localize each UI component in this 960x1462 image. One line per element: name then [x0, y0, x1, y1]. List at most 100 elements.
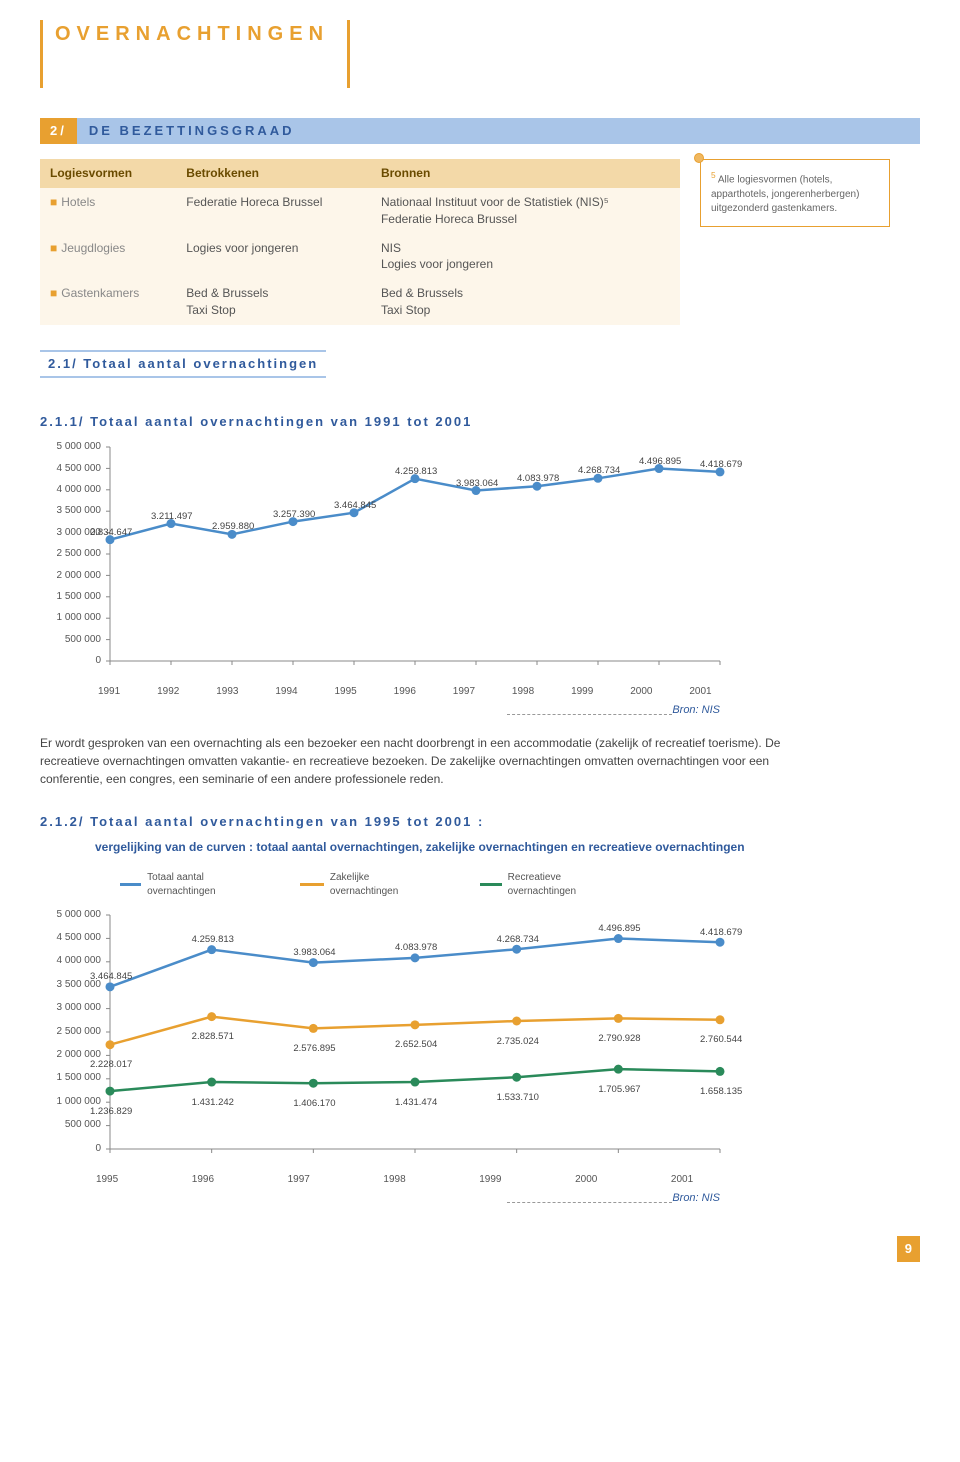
- y-axis-label: 3 000 000: [57, 1001, 102, 1015]
- legend-label: Totaal aantal overnachtingen: [147, 871, 260, 899]
- y-axis-label: 4 500 000: [57, 931, 102, 945]
- x-axis-label: 1997: [251, 1173, 347, 1187]
- heading-2-1: 2.1/ Totaal aantal overnachtingen: [40, 350, 326, 378]
- y-axis-label: 2 500 000: [57, 1025, 102, 1039]
- x-axis-label: 1998: [493, 685, 552, 699]
- footnote-dot-icon: [694, 153, 704, 163]
- table-cell: Nationaal Instituut voor de Statistiek (…: [371, 188, 680, 234]
- legend-label: Zakelijke overnachtingen: [330, 871, 440, 899]
- y-axis-label: 1 500 000: [57, 1071, 102, 1085]
- data-point-label: 1.705.967: [598, 1083, 640, 1096]
- bullet-icon: ■: [50, 286, 57, 300]
- chart-source: Bron: NIS: [672, 1191, 730, 1206]
- col-bronnen: Bronnen: [371, 159, 680, 188]
- data-point-label: 4.083.978: [517, 472, 559, 485]
- legend-item: Totaal aantal overnachtingen: [120, 871, 260, 899]
- heading-2-1-2-sub: vergelijking van de curven : totaal aant…: [95, 839, 920, 856]
- table-cell: ■Jeugdlogies: [40, 234, 176, 280]
- x-axis-label: 1993: [198, 685, 257, 699]
- table-cell: Bed & BrusselsTaxi Stop: [176, 279, 371, 325]
- x-axis-label: 2001: [634, 1173, 730, 1187]
- legend-item: Zakelijke overnachtingen: [300, 871, 440, 899]
- y-axis-label: 500 000: [65, 1118, 101, 1132]
- data-point-label: 4.259.813: [395, 465, 437, 478]
- table-cell: ■Hotels: [40, 188, 176, 234]
- paragraph-1: Er wordt gesproken van een overnachting …: [40, 734, 820, 788]
- legend-label: Recreatieve overnachtingen: [508, 871, 620, 899]
- data-point-label: 2.228.017: [90, 1058, 132, 1071]
- x-axis-label: 1995: [59, 1173, 155, 1187]
- col-logiesvormen: Logiesvormen: [40, 159, 176, 188]
- data-point-label: 2.834.647: [90, 526, 132, 539]
- legend-swatch: [300, 883, 324, 886]
- footnote-box: 5 Alle logiesvormen (hotels, apparthotel…: [700, 159, 890, 226]
- data-point-label: 2.576.895: [293, 1042, 335, 1055]
- data-point-label: 4.418.679: [700, 458, 742, 471]
- chart-2: 5 000 0004 500 0004 000 0003 500 0003 00…: [40, 907, 730, 1167]
- table-cell: Federatie Horeca Brussel: [176, 188, 371, 234]
- legend-swatch: [480, 883, 502, 886]
- data-point-label: 2.760.544: [700, 1033, 742, 1046]
- table-cell: Bed & BrusselsTaxi Stop: [371, 279, 680, 325]
- data-point-label: 4.418.679: [700, 926, 742, 939]
- data-point-label: 1.236.829: [90, 1105, 132, 1118]
- y-axis-label: 0: [95, 1142, 101, 1156]
- bullet-icon: ■: [50, 241, 57, 255]
- y-axis-label: 2 000 000: [57, 569, 102, 583]
- x-axis-label: 1991: [80, 685, 139, 699]
- y-axis-label: 0: [95, 654, 101, 668]
- y-axis-label: 500 000: [65, 633, 101, 647]
- x-axis-label: 1994: [257, 685, 316, 699]
- x-axis-label: 1997: [434, 685, 493, 699]
- data-point-label: 2.790.928: [598, 1032, 640, 1045]
- x-axis-label: 2001: [671, 685, 730, 699]
- data-point-label: 3.464.845: [90, 970, 132, 983]
- y-axis-label: 5 000 000: [57, 908, 102, 922]
- y-axis-label: 1 000 000: [57, 611, 102, 625]
- page-number: 9: [897, 1236, 920, 1262]
- data-point-label: 2.652.504: [395, 1038, 437, 1051]
- data-point-label: 3.257.390: [273, 508, 315, 521]
- y-axis-label: 1 500 000: [57, 590, 102, 604]
- section-bar: 2/ DE BEZETTINGSGRAAD: [40, 118, 920, 144]
- data-point-label: 1.406.170: [293, 1097, 335, 1110]
- heading-2-1-1: 2.1.1/ Totaal aantal overnachtingen van …: [40, 413, 920, 431]
- table-cell: Logies voor jongeren: [176, 234, 371, 280]
- x-axis-label: 2000: [612, 685, 671, 699]
- data-point-label: 1.431.474: [395, 1096, 437, 1109]
- data-point-label: 3.983.064: [293, 946, 335, 959]
- data-point-label: 2.735.024: [497, 1035, 539, 1048]
- x-axis-label: 1999: [442, 1173, 538, 1187]
- y-axis-label: 4 000 000: [57, 954, 102, 968]
- legend-item: Recreatieve overnachtingen: [480, 871, 620, 899]
- logies-table: Logiesvormen Betrokkenen Bronnen ■Hotels…: [40, 159, 680, 325]
- page-title: OVERNACHTINGEN: [40, 20, 350, 88]
- table-cell: NISLogies voor jongeren: [371, 234, 680, 280]
- y-axis-label: 4 000 000: [57, 483, 102, 497]
- data-point-label: 3.983.064: [456, 477, 498, 490]
- chart-source: Bron: NIS: [672, 703, 730, 718]
- y-axis-label: 4 500 000: [57, 462, 102, 476]
- footnote-num: 5: [711, 170, 716, 180]
- y-axis-label: 2 500 000: [57, 547, 102, 561]
- bullet-icon: ■: [50, 195, 57, 209]
- table-cell: ■Gastenkamers: [40, 279, 176, 325]
- data-point-label: 4.496.895: [639, 455, 681, 468]
- x-axis-label: 2000: [538, 1173, 634, 1187]
- data-point-label: 1.658.135: [700, 1085, 742, 1098]
- data-point-label: 3.211.497: [151, 510, 193, 523]
- data-point-label: 1.533.710: [497, 1091, 539, 1104]
- x-axis-label: 1996: [155, 1173, 251, 1187]
- data-point-label: 1.431.242: [192, 1096, 234, 1109]
- data-point-label: 3.464.845: [334, 499, 376, 512]
- section-num: 2/: [40, 118, 77, 144]
- data-point-label: 4.496.895: [598, 922, 640, 935]
- data-point-label: 2.828.571: [192, 1030, 234, 1043]
- col-betrokkenen: Betrokkenen: [176, 159, 371, 188]
- x-axis-label: 1998: [347, 1173, 443, 1187]
- y-axis-label: 5 000 000: [57, 440, 102, 454]
- data-point-label: 4.083.978: [395, 941, 437, 954]
- section-title: DE BEZETTINGSGRAAD: [77, 118, 920, 144]
- footnote-text: Alle logiesvormen (hotels, apparthotels,…: [711, 175, 859, 214]
- chart-2-legend: Totaal aantal overnachtingen Zakelijke ov…: [40, 871, 920, 899]
